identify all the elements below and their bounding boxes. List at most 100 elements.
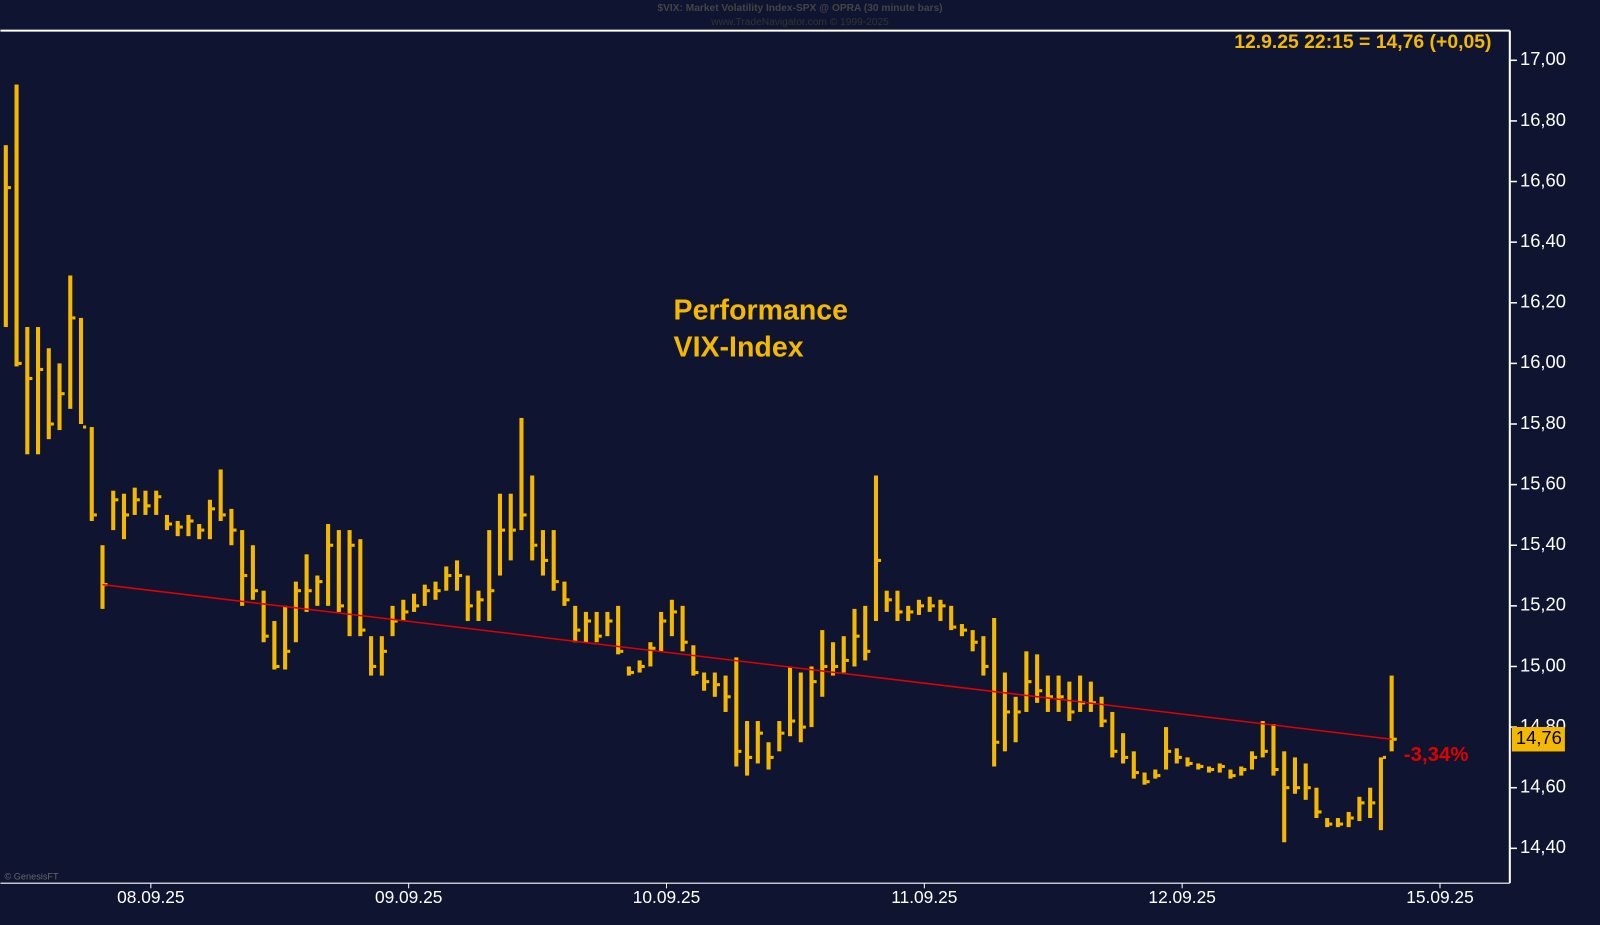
bar-range <box>326 524 331 606</box>
bar-range <box>1024 651 1029 712</box>
y-tick-label: 15,60 <box>1520 472 1566 493</box>
bar-range <box>820 630 825 697</box>
bar-close <box>308 589 312 593</box>
bar-range <box>841 636 846 673</box>
bar-close <box>29 377 33 381</box>
bar-range <box>175 520 180 537</box>
bar-close <box>1329 822 1333 826</box>
bar-close <box>265 634 269 638</box>
bar-range <box>272 621 277 670</box>
bar-range <box>197 524 202 540</box>
bar-range <box>691 645 696 676</box>
bar-close <box>351 543 355 547</box>
bar-close <box>330 543 334 547</box>
bar-range <box>143 490 148 515</box>
x-tick-label: 15.09.25 <box>1406 887 1473 907</box>
bar-close <box>40 367 44 371</box>
bar-close <box>1189 761 1193 765</box>
bar-close <box>888 598 892 602</box>
bar-close <box>1393 737 1397 741</box>
bar-range <box>1196 763 1201 770</box>
bar-range <box>648 642 653 667</box>
bar-range <box>390 605 395 637</box>
bar-range <box>454 560 460 591</box>
y-tick-label: 15,20 <box>1520 594 1566 615</box>
bar-range <box>680 605 685 652</box>
bar-close <box>727 695 731 699</box>
bar-close <box>158 495 162 499</box>
bar-close <box>448 574 452 578</box>
bar-range <box>583 611 588 643</box>
bar-range <box>626 666 631 676</box>
bar-range <box>949 605 954 631</box>
y-tick-label: 15,80 <box>1520 412 1566 433</box>
bar-range <box>89 427 94 521</box>
bar-close <box>1006 710 1010 714</box>
bar-close <box>1232 774 1236 778</box>
bar-close <box>953 625 957 629</box>
bar-close <box>544 558 549 562</box>
bar-close <box>1211 767 1215 772</box>
bar-close <box>18 361 22 365</box>
bar-close <box>254 589 258 593</box>
bar-range <box>497 493 503 576</box>
bar-close <box>963 628 968 632</box>
bar-close <box>1168 749 1172 753</box>
bar-close <box>1178 755 1182 759</box>
bar-range <box>250 545 255 600</box>
x-tick-label: 09.09.25 <box>375 887 442 907</box>
bar-range <box>594 611 599 643</box>
bar-close <box>362 628 366 632</box>
bar-range <box>444 566 449 591</box>
annotation: Performance <box>674 295 849 327</box>
annotation: VIX-Index <box>674 331 804 363</box>
y-tick-label: 15,00 <box>1520 654 1566 675</box>
bar-close <box>437 589 441 593</box>
bar-range <box>57 363 62 431</box>
bar-close <box>630 671 634 675</box>
chart-subtitle: www.TradeNavigator.com © 1999-2025 <box>710 17 889 28</box>
bar-range <box>1228 769 1233 779</box>
bar-close <box>115 498 119 502</box>
bar-range <box>1185 757 1190 767</box>
bar-close <box>587 619 592 623</box>
bar-close <box>1254 755 1258 759</box>
bar-range <box>46 348 51 440</box>
bar-range <box>412 593 417 612</box>
bar-range <box>1078 675 1083 712</box>
bar-range <box>1368 787 1373 819</box>
bar-range <box>1292 757 1297 794</box>
bar-range <box>1260 721 1265 758</box>
y-tick-label: 16,40 <box>1520 230 1566 251</box>
x-tick-label: 11.09.25 <box>891 887 957 907</box>
bar-range <box>809 666 814 728</box>
bar-close <box>1296 786 1301 790</box>
bar-range <box>755 721 760 764</box>
bar-range <box>1045 675 1050 712</box>
y-tick-label: 14,40 <box>1520 836 1566 857</box>
bar-close <box>297 589 301 593</box>
bar-range <box>1239 766 1244 776</box>
bar-range <box>218 469 223 521</box>
bar-close <box>534 543 538 547</box>
bar-close <box>1339 822 1344 826</box>
bar-close <box>716 683 720 687</box>
bar-range <box>1002 672 1007 752</box>
bar-close <box>405 610 409 614</box>
bar-close <box>813 680 817 684</box>
bar-close <box>201 528 205 532</box>
bar-close <box>1146 780 1150 784</box>
bar-close <box>319 580 323 584</box>
bar-close <box>276 664 280 669</box>
bar-range <box>1325 818 1330 828</box>
bar-close <box>1017 710 1021 714</box>
bar-close <box>910 610 914 614</box>
bar-range <box>530 475 535 561</box>
bar-range <box>981 636 986 676</box>
bar-range <box>401 599 406 622</box>
bar-range <box>1282 751 1287 843</box>
bar-range <box>830 642 836 676</box>
bar-close <box>1318 810 1322 814</box>
y-tick-label: 16,80 <box>1520 109 1566 130</box>
bar-range <box>1174 748 1179 764</box>
